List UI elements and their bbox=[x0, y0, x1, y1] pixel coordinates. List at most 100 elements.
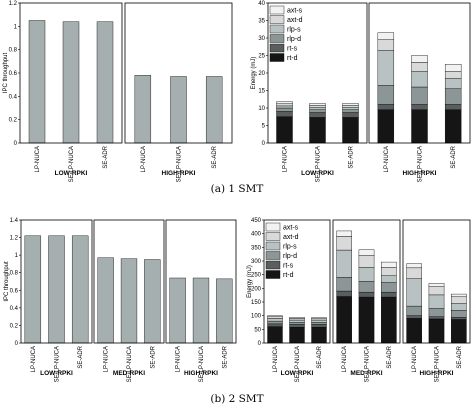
energy_1smt-bar-segment bbox=[309, 103, 326, 106]
energy_2smt-bar-segment bbox=[311, 317, 327, 319]
energy_2smt-bar-segment bbox=[267, 320, 283, 325]
energy_1smt-legend-swatch bbox=[269, 34, 285, 43]
energy_2smt-bar-segment bbox=[428, 316, 445, 320]
ipc_1smt-category-label: SE-ADR bbox=[212, 145, 218, 168]
energy_2smt-bar-segment bbox=[406, 267, 422, 279]
energy_1smt-ytick-label: 10 bbox=[258, 106, 265, 112]
energy_2smt-bar-segment bbox=[311, 322, 327, 325]
energy_2smt-ytick-label: 300 bbox=[251, 259, 262, 265]
ipc_2smt-category-label: SE-LP-NUCA bbox=[55, 346, 61, 382]
energy_1smt-bar-segment bbox=[377, 85, 395, 105]
ipc_1smt-bar bbox=[134, 75, 152, 144]
energy_2smt-bar-segment bbox=[358, 281, 375, 293]
ipc_2smt-group-label: MED-RPKI bbox=[113, 370, 145, 377]
energy_2smt-bar-segment bbox=[451, 319, 467, 344]
energy_2smt-bar-segment bbox=[336, 249, 352, 278]
ipc_1smt-bar bbox=[28, 20, 46, 144]
energy_2smt-category-label: LP-NUCA bbox=[412, 346, 418, 372]
energy_1smt-bar-segment bbox=[276, 107, 293, 112]
energy_1smt-ytick-label: 15 bbox=[258, 89, 265, 95]
energy_1smt-bar-segment bbox=[309, 117, 326, 144]
energy_2smt-legend-swatch bbox=[265, 260, 281, 270]
energy_2smt-category-label: SE-LP-NUCA bbox=[435, 346, 441, 382]
energy_2smt-ytick-label: 150 bbox=[251, 300, 262, 306]
energy_2smt-bar-segment bbox=[311, 319, 327, 323]
energy_2smt-ytick-label: 450 bbox=[251, 218, 262, 224]
ipc_1smt-bar bbox=[170, 76, 187, 144]
energy_1smt-bar-segment bbox=[411, 62, 428, 72]
energy_1smt-bar-segment bbox=[377, 109, 395, 144]
ipc_2smt-bar bbox=[144, 259, 161, 344]
energy_1smt-bar-segment bbox=[342, 103, 359, 106]
energy_2smt-bar-segment bbox=[428, 283, 445, 287]
ipc_1smt-category-label: LP-NUCA bbox=[141, 146, 147, 172]
energy_1smt-bar-segment bbox=[411, 86, 428, 105]
ipc_2smt-category-label: SE-ADR bbox=[78, 345, 84, 368]
energy_2smt-ytick-label: 250 bbox=[251, 273, 262, 279]
ipc_2smt-ylabel: IPC throughput bbox=[4, 261, 10, 302]
ipc_2smt-ytick-label: 1.4 bbox=[10, 218, 19, 224]
ipc_2smt-bar bbox=[97, 257, 114, 344]
energy_1smt-group-label: HIGH-RPKI bbox=[403, 170, 437, 177]
energy_2smt-category-label: LP-NUCA bbox=[342, 346, 348, 372]
energy_2smt-legend-swatch bbox=[265, 251, 281, 260]
ipc_2smt-bar bbox=[216, 278, 233, 344]
energy_1smt-bar-segment bbox=[309, 109, 326, 113]
energy_1smt-bar-segment bbox=[411, 109, 428, 144]
ipc_2smt-category-label: SE-ADR bbox=[150, 345, 156, 368]
energy_2smt-bar-segment bbox=[428, 286, 445, 296]
energy_2smt-group-label: MED-RPKI bbox=[350, 370, 382, 377]
energy_1smt-legend-label: axt-s bbox=[287, 8, 303, 15]
energy_1smt-bar-segment bbox=[342, 117, 359, 144]
energy_2smt-category-label: SE-LP-NUCA bbox=[365, 346, 371, 382]
ipc_2smt-bar bbox=[24, 235, 42, 344]
energy_2smt-bar-segment bbox=[289, 317, 305, 319]
energy_1smt-ytick-label: 40 bbox=[258, 1, 265, 7]
energy_2smt-bar-segment bbox=[311, 318, 327, 321]
energy_1smt-ylabel: Energy (mJ) bbox=[251, 57, 257, 90]
energy_2smt-bar-segment bbox=[381, 282, 397, 293]
energy_2smt-legend-label: rt-s bbox=[283, 263, 294, 270]
energy_1smt-bar-segment bbox=[444, 78, 462, 89]
energy_1smt-bar-segment bbox=[377, 32, 395, 40]
energy_2smt-bar-segment bbox=[406, 315, 422, 319]
energy_2smt-legend-swatch bbox=[265, 241, 281, 251]
ipc_1smt-category-label: LP-NUCA bbox=[35, 146, 41, 172]
ipc_2smt-panel-frame bbox=[20, 219, 93, 344]
energy_1smt-legend-label: rlp-s bbox=[287, 27, 301, 34]
energy_1smt-legend-swatch bbox=[269, 53, 285, 62]
energy_1smt-legend-label: axt-d bbox=[287, 17, 303, 24]
energy_2smt-category-label: SE-ADR bbox=[457, 345, 463, 368]
energy_2smt-bar-segment bbox=[381, 261, 397, 268]
energy_1smt-panel-frame bbox=[368, 2, 471, 144]
ipc_1smt-panel-frame bbox=[124, 2, 233, 144]
energy_1smt-bar-segment bbox=[309, 105, 326, 108]
energy_2smt-bar-segment bbox=[336, 277, 352, 292]
ipc_1smt-category-label: SE-LP-NUCA bbox=[69, 146, 75, 182]
energy_1smt-bar-segment bbox=[377, 39, 395, 51]
energy_1smt-legend-swatch bbox=[269, 24, 285, 34]
energy_2smt-bar-segment bbox=[358, 296, 375, 344]
energy_1smt-bar-segment bbox=[309, 112, 326, 118]
energy_2smt-ytick-label: 100 bbox=[251, 314, 262, 320]
energy_2smt-bar-segment bbox=[381, 275, 397, 283]
energy_1smt-legend-swatch bbox=[269, 15, 285, 24]
energy_2smt-bar-segment bbox=[451, 317, 467, 320]
energy_1smt-legend-swatch bbox=[269, 5, 285, 15]
energy_1smt-bar-segment bbox=[276, 105, 293, 109]
energy_2smt-bar-segment bbox=[267, 316, 283, 319]
energy_1smt-legend-label: rlp-d bbox=[287, 36, 301, 43]
energy_2smt-category-label: SE-LP-NUCA bbox=[295, 346, 301, 382]
energy_2smt-bar-segment bbox=[358, 267, 375, 282]
energy_1smt-bar-segment bbox=[411, 55, 428, 63]
energy_2smt-bar-segment bbox=[451, 293, 467, 298]
energy_2smt-group-label: HIGH-RPKI bbox=[420, 370, 454, 377]
ipc_2smt-category-label: LP-NUCA bbox=[31, 346, 37, 372]
energy_2smt-bar-segment bbox=[311, 326, 327, 344]
energy_2smt-bar-segment bbox=[406, 318, 422, 344]
ipc_1smt-bar bbox=[62, 21, 80, 144]
energy_2smt-bar-segment bbox=[451, 296, 467, 304]
energy_1smt-bar-segment bbox=[444, 64, 462, 72]
energy_2smt-bar-segment bbox=[381, 291, 397, 298]
energy_1smt-legend-label: rt-s bbox=[287, 46, 298, 53]
